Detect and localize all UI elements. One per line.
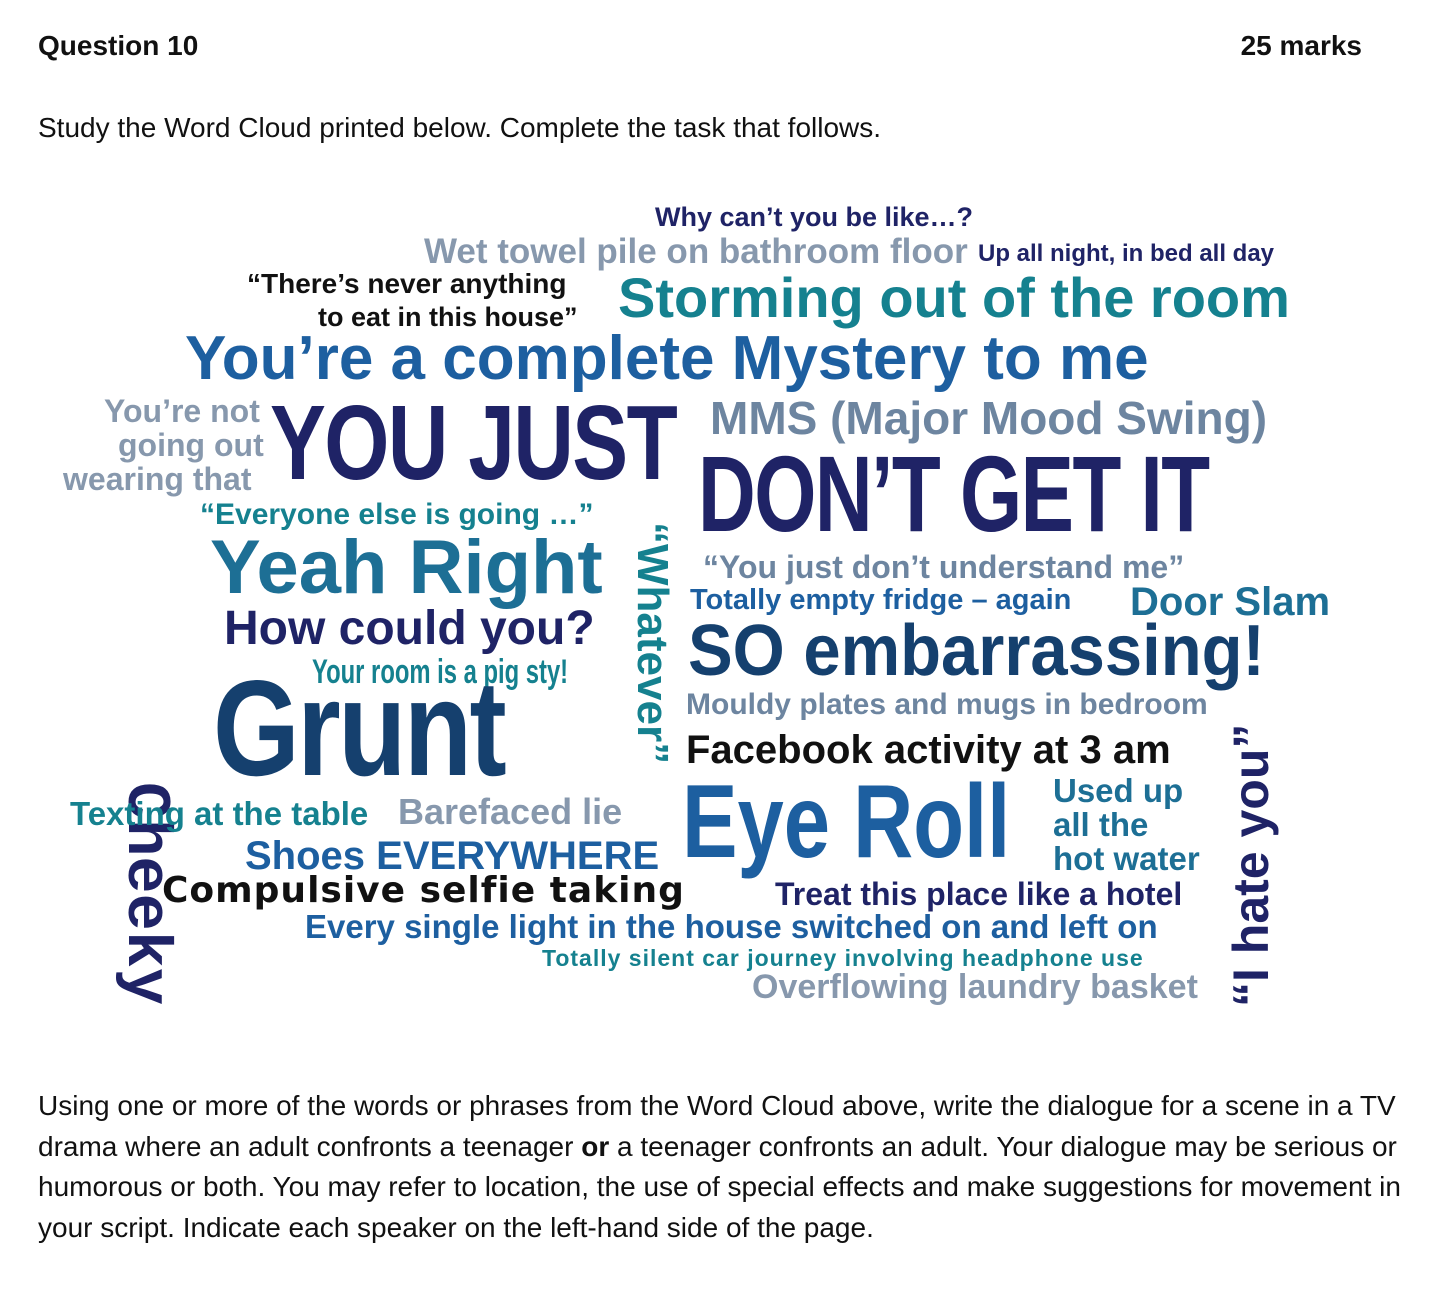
phrase-understand: “You just don’t understand me” <box>703 549 1185 585</box>
phrase-not-going-line2: going out <box>118 427 264 463</box>
phrase-everyone: “Everyone else is going …” <box>200 498 594 531</box>
phrase-why-cant: Why can’t you be like…? <box>655 202 974 232</box>
phrase-used-up-line1: Used up <box>1053 772 1184 809</box>
phrase-fridge: Totally empty fridge – again <box>690 584 1072 616</box>
phrase-wet-towel: Wet towel pile on bathroom floor <box>424 232 968 271</box>
phrase-how-could: How could you? <box>224 602 595 655</box>
task-text-part1: Using one or more of the words or phrase… <box>38 1090 1396 1162</box>
question-number: Question 10 <box>38 30 199 61</box>
task-bold-or: or <box>581 1130 610 1162</box>
phrase-barefaced: Barefaced lie <box>398 791 623 832</box>
phrase-mms: MMS (Major Mood Swing) <box>710 392 1268 444</box>
task-text-part2: a teenager confronts an adult. Your dial… <box>38 1130 1401 1243</box>
phrase-used-up-line2: all the <box>1053 806 1149 843</box>
phrase-dont-get-it: DON’T GET IT <box>698 433 1210 554</box>
phrase-texting: Texting at the table <box>70 795 369 832</box>
phrase-door-slam: Door Slam <box>1130 580 1331 624</box>
word-cloud: Why can’t you be like…? Wet towel pile o… <box>0 190 1440 1020</box>
phrase-so-embarrassing: SO embarrassing! <box>688 611 1265 691</box>
phrase-grunt: Grunt <box>213 652 507 804</box>
phrase-hotel: Treat this place like a hotel <box>775 876 1183 912</box>
task-instructions: Using one or more of the words or phrase… <box>38 1086 1408 1248</box>
phrase-not-going-line1: You’re not <box>104 393 260 429</box>
phrase-you-just: YOU JUST <box>270 384 678 502</box>
phrase-i-hate-you: “I hate you” <box>1223 723 1279 1007</box>
phrase-eye-roll: Eye Roll <box>682 764 1011 880</box>
phrase-laundry: Overflowing laundry basket <box>752 968 1198 1006</box>
phrase-light: Every single light in the house switched… <box>305 908 1158 945</box>
intro-instruction: Study the Word Cloud printed below. Comp… <box>38 112 882 143</box>
phrase-pig-sty: Your room is a pig sty! <box>312 653 569 691</box>
phrase-used-up-line3: hot water <box>1053 840 1200 877</box>
marks-label: 25 marks <box>1240 30 1362 61</box>
phrase-never-anything-line2: to eat in this house” <box>318 302 578 332</box>
phrase-silent-car: Totally silent car journey involving hea… <box>542 945 1144 971</box>
phrase-yeah-right: Yeah Right <box>210 525 603 610</box>
phrase-never-anything-line1: “There’s never anything <box>247 268 567 299</box>
phrase-storming: Storming out of the room <box>618 266 1290 329</box>
phrase-selfie: Compulsive selfie taking <box>162 870 685 911</box>
phrase-up-all-night: Up all night, in bed all day <box>978 240 1275 267</box>
phrase-mouldy: Mouldy plates and mugs in bedroom <box>686 688 1208 721</box>
phrase-not-going-line3: wearing that <box>63 461 252 497</box>
phrase-mystery: You’re a complete Mystery to me <box>185 324 1149 393</box>
phrase-whatever: “Whatever” <box>628 522 677 765</box>
phrase-shoes: Shoes EVERYWHERE <box>245 834 660 878</box>
phrase-facebook: Facebook activity at 3 am <box>686 728 1171 772</box>
